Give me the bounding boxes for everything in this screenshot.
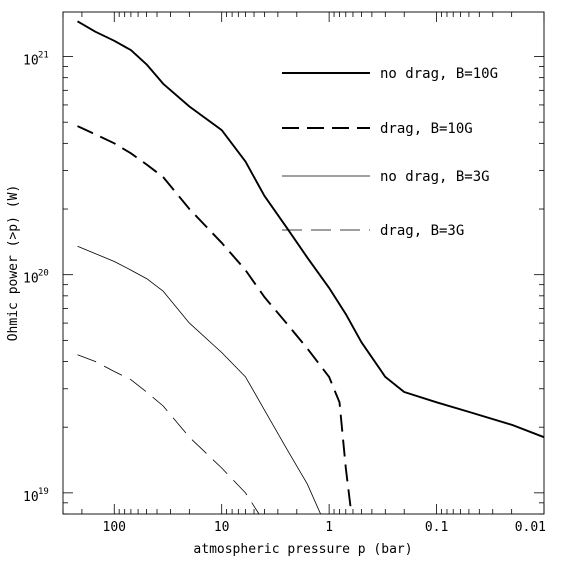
x-tick-label: 0.1 <box>425 520 448 535</box>
y-tick-label: 10 19 <box>23 487 49 505</box>
y-tick-label-base: 10 <box>23 54 39 69</box>
legend-label: drag, B=3G <box>380 223 464 239</box>
y-tick-label-base: 10 <box>23 272 39 287</box>
y-tick-label-exponent: 21 <box>38 51 49 61</box>
y-tick-label: 10 21 <box>23 51 49 69</box>
legend-entry: drag, B=10G <box>282 121 473 137</box>
series-line-1 <box>77 20 544 439</box>
x-tick-label: 100 <box>103 520 126 535</box>
legend-entry: drag, B=3G <box>282 223 464 239</box>
series-line-4 <box>77 354 260 514</box>
series-layer <box>77 20 544 514</box>
legend-label: no drag, B=10G <box>380 66 498 82</box>
y-tick-label-base: 10 <box>23 490 39 505</box>
x-tick-label: 10 <box>214 520 230 535</box>
x-tick-label: 0.01 <box>515 520 546 535</box>
y-tick-label: 10 20 <box>23 269 49 287</box>
x-axis-title: atmospheric pressure p (bar) <box>193 542 412 557</box>
legend-entry: no drag, B=3G <box>282 169 490 185</box>
legend-label: drag, B=10G <box>380 121 473 137</box>
legend-label: no drag, B=3G <box>380 169 490 185</box>
legend: no drag, B=10G drag, B=10G no drag, B=3G dr… <box>282 66 498 239</box>
plot-frame <box>62 11 545 515</box>
x-tick-label: 1 <box>325 520 333 535</box>
series-line-3 <box>77 245 321 514</box>
y-tick-label-exponent: 19 <box>38 487 49 497</box>
series-line-2 <box>77 125 353 514</box>
axis-ticks <box>62 12 545 515</box>
y-axis-title: Ohmic power (>p) (W) <box>6 185 21 342</box>
y-tick-label-exponent: 20 <box>38 269 49 279</box>
legend-entry: no drag, B=10G <box>282 66 498 82</box>
